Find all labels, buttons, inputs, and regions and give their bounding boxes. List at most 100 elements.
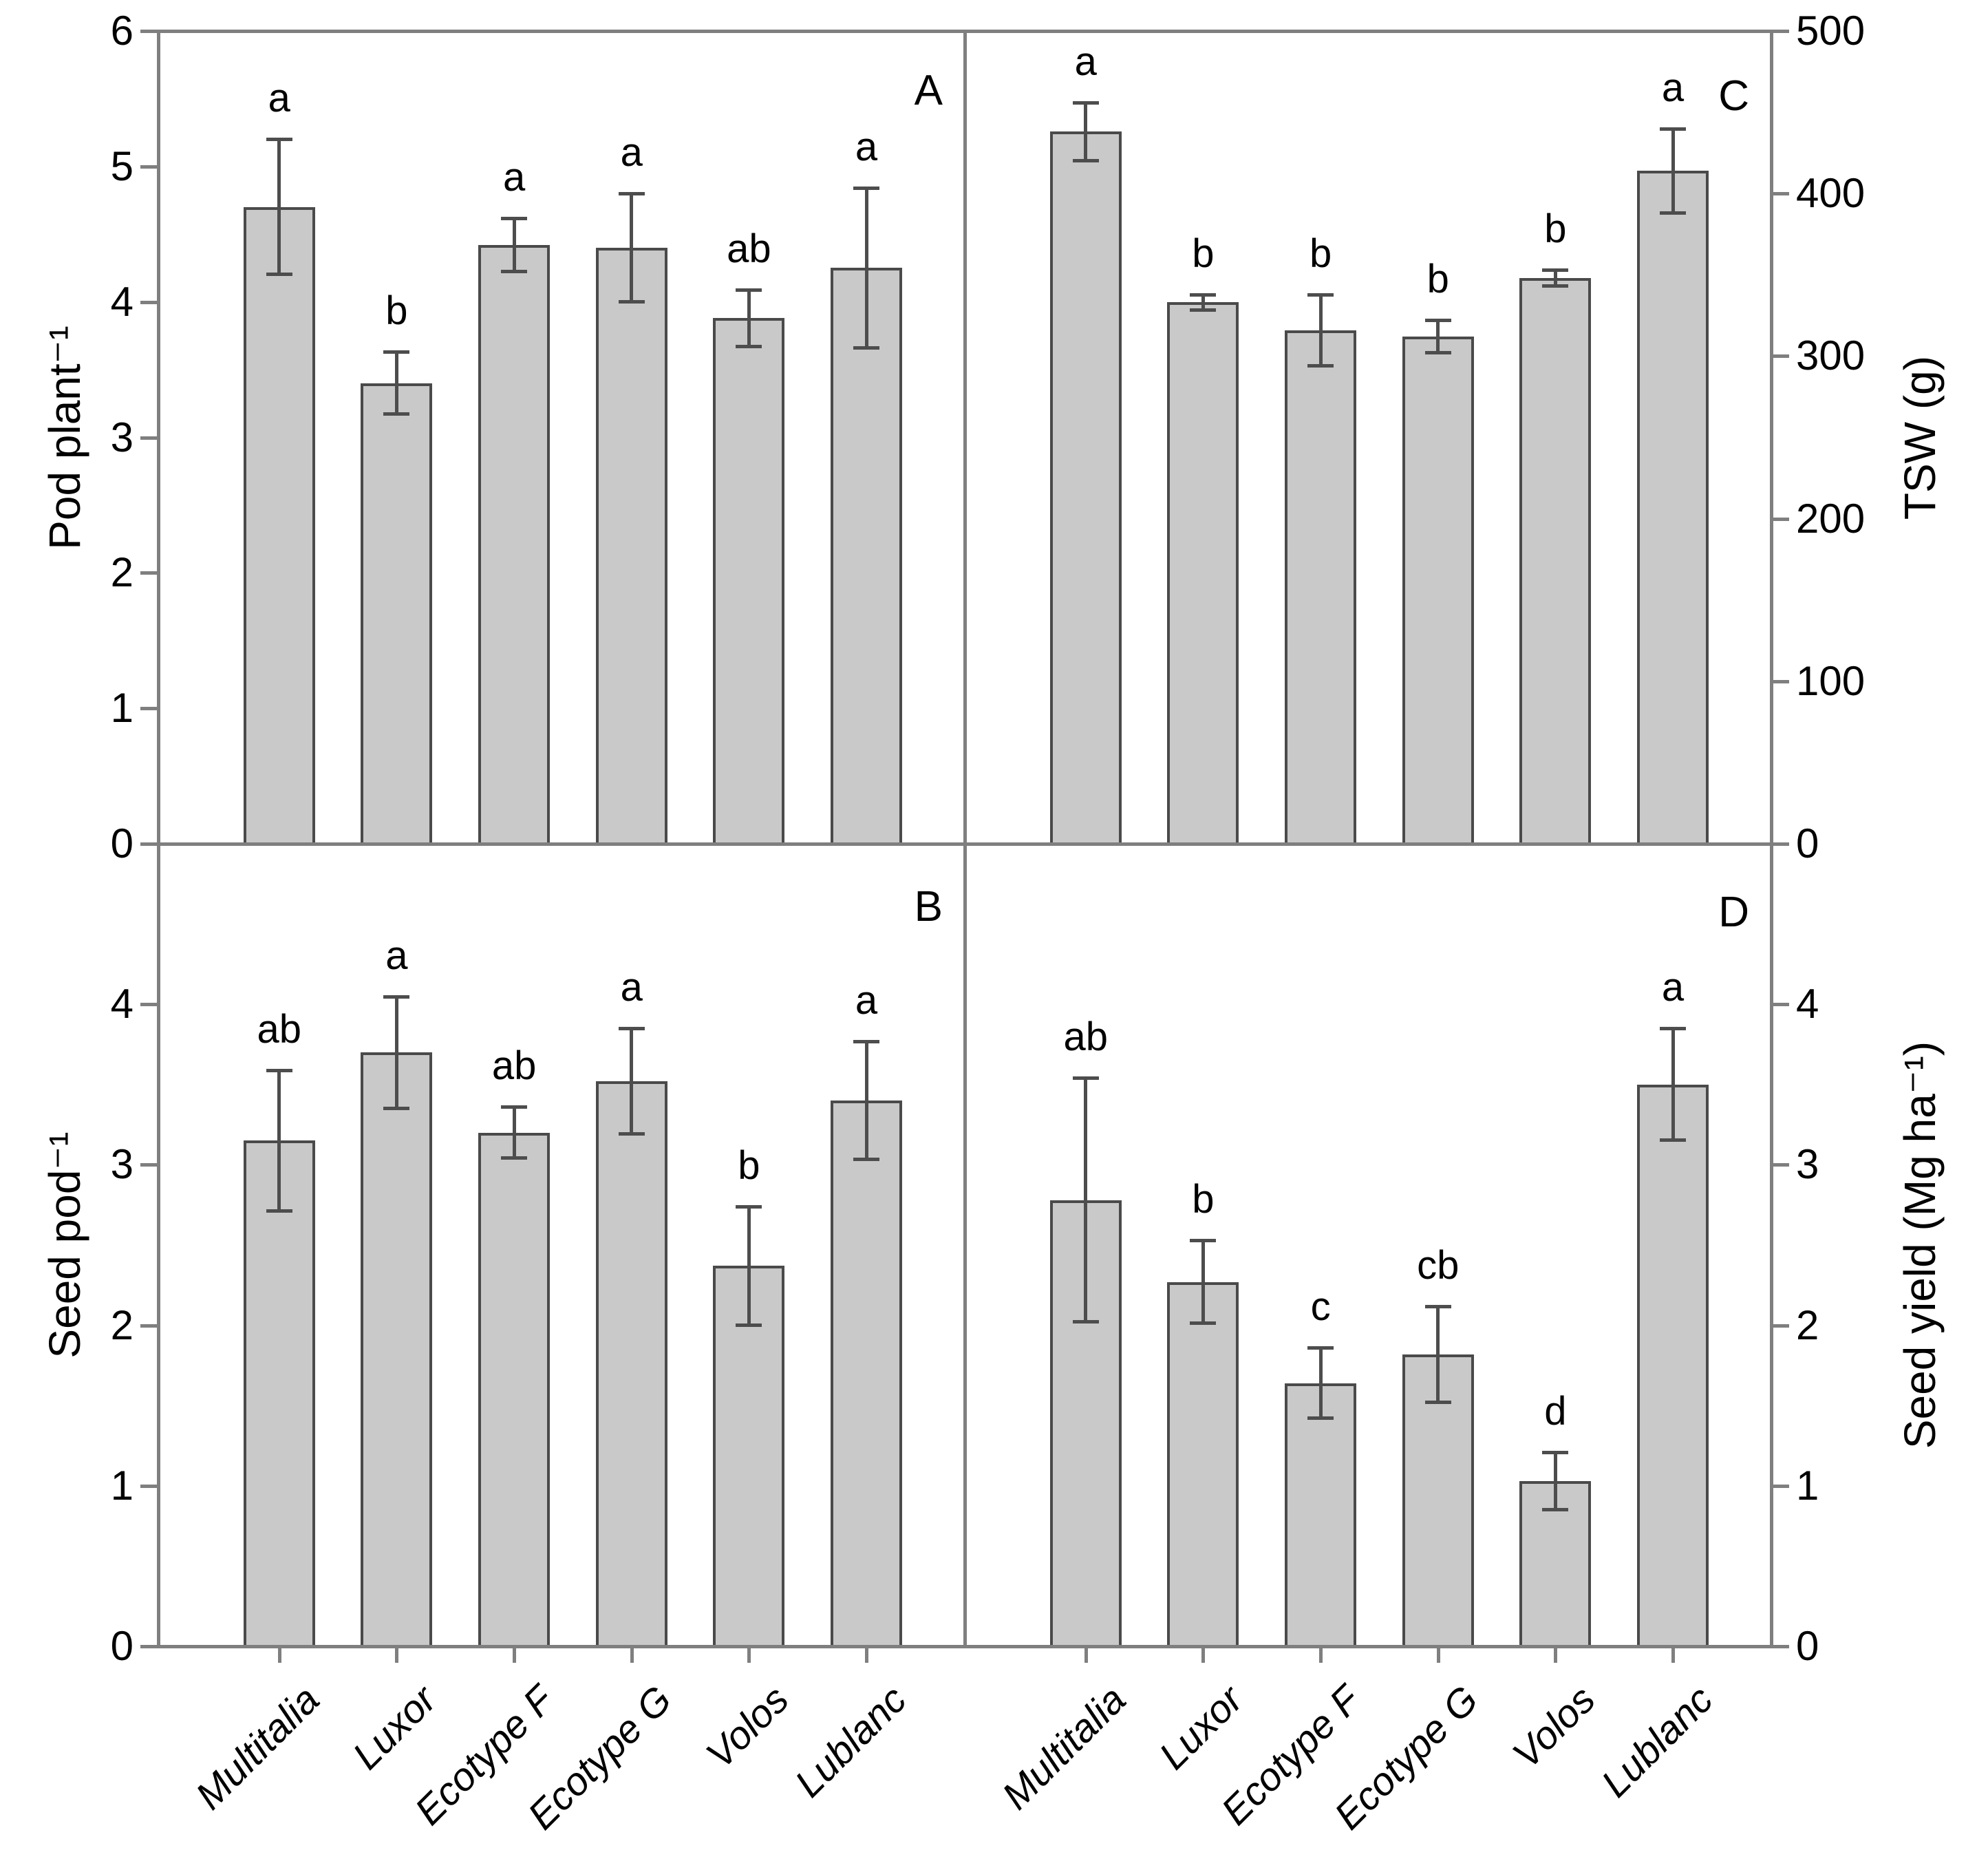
error-bar-cap	[1307, 1416, 1334, 1420]
error-bar-cap	[1072, 100, 1099, 105]
y-tick	[140, 1484, 158, 1488]
error-bar	[1084, 1078, 1088, 1322]
y-tick	[1771, 1645, 1789, 1648]
error-bar-cap	[1660, 1138, 1687, 1142]
panel-letter-a: A	[914, 67, 943, 114]
error-bar-cap	[1660, 1027, 1687, 1031]
y-tick	[140, 707, 158, 711]
x-tick	[513, 1646, 517, 1663]
error-bar	[1553, 270, 1557, 286]
significance-letter: a	[855, 125, 878, 170]
error-bar-cap	[1072, 1076, 1099, 1081]
x-tick	[277, 1646, 281, 1663]
error-bar-cap	[853, 1158, 880, 1162]
y-tick-label: 400	[1796, 170, 1866, 217]
y-tick	[140, 1163, 158, 1167]
significance-letter: c	[1310, 1284, 1331, 1330]
bar-B-4	[713, 1266, 785, 1648]
bar-A-2	[478, 244, 551, 846]
error-bar-cap	[266, 1209, 292, 1213]
y-tick-label: 100	[1796, 657, 1866, 704]
error-bar-cap	[618, 299, 645, 304]
bar-A-5	[831, 268, 903, 846]
bar-D-3	[1402, 1354, 1474, 1648]
error-bar-cap	[266, 138, 292, 142]
y-axis-title-seed-yield: Seed yield (Mg ha⁻¹)	[1895, 1041, 1945, 1449]
error-bar	[864, 188, 868, 348]
bar-D-1	[1167, 1282, 1239, 1648]
error-bar	[1671, 128, 1675, 213]
error-bar-cap	[1542, 1450, 1569, 1454]
x-tick	[1319, 1646, 1323, 1663]
bar-B-5	[831, 1101, 903, 1648]
error-bar-cap	[1542, 1507, 1569, 1511]
bar-C-5	[1637, 171, 1709, 846]
y-tick-label: 0	[1796, 820, 1819, 866]
significance-letter: a	[1074, 39, 1097, 84]
error-bar-cap	[266, 1068, 292, 1072]
y-tick	[1771, 679, 1789, 683]
error-bar	[512, 1107, 516, 1159]
error-bar	[277, 1070, 281, 1211]
bar-C-2	[1285, 330, 1357, 846]
error-bar-cap	[1190, 308, 1217, 312]
y-tick	[140, 842, 158, 846]
y-tick-label: 1	[110, 685, 133, 732]
significance-letter: b	[1192, 231, 1215, 276]
x-tick	[1436, 1646, 1440, 1663]
bar-C-0	[1049, 131, 1122, 846]
error-bar-cap	[1542, 268, 1569, 273]
error-bar	[630, 1028, 634, 1135]
y-tick-label: 3	[1796, 1141, 1819, 1188]
error-bar-cap	[1307, 293, 1334, 297]
y-tick	[1771, 1163, 1789, 1167]
bar-B-3	[595, 1081, 667, 1648]
panel-letter-d: D	[1718, 889, 1749, 936]
bar-A-3	[595, 247, 667, 846]
x-tick	[1554, 1646, 1558, 1663]
significance-letter: b	[385, 288, 408, 334]
error-bar-cap	[383, 1106, 410, 1110]
significance-letter: ab	[491, 1043, 537, 1089]
y-tick-label: 1	[110, 1462, 133, 1509]
y-axis-title-seed-pod: Seed pod⁻¹	[40, 1131, 89, 1359]
error-bar	[1553, 1452, 1557, 1510]
y-tick-label: 2	[1796, 1301, 1819, 1348]
error-bar	[394, 996, 398, 1109]
y-tick-label: 0	[110, 820, 133, 866]
y-tick	[1771, 192, 1789, 196]
x-tick	[630, 1646, 634, 1663]
error-bar-cap	[1307, 1346, 1334, 1350]
error-bar-cap	[1072, 1319, 1099, 1323]
error-bar-cap	[736, 288, 762, 292]
y-tick-label: 0	[1796, 1623, 1819, 1669]
y-tick-label: 6	[110, 8, 133, 54]
error-bar-cap	[853, 1039, 880, 1043]
significance-letter: a	[385, 933, 408, 978]
bar-C-3	[1402, 337, 1474, 846]
bar-C-4	[1519, 278, 1592, 846]
y-tick	[1771, 1323, 1789, 1328]
error-bar-cap	[1190, 1239, 1217, 1242]
x-tick	[865, 1646, 869, 1663]
x-tick	[1201, 1646, 1206, 1663]
error-bar-cap	[1424, 1400, 1451, 1404]
error-bar-cap	[618, 1027, 645, 1031]
error-bar	[1318, 294, 1323, 366]
error-bar-cap	[736, 1323, 762, 1327]
bar-B-1	[361, 1052, 433, 1648]
y-tick	[1771, 1003, 1789, 1007]
bar-A-4	[713, 318, 785, 846]
bar-A-1	[361, 383, 433, 846]
error-bar-cap	[618, 192, 645, 196]
error-bar	[1318, 1348, 1323, 1418]
y-tick-label: 2	[110, 549, 133, 596]
y-tick	[140, 1645, 158, 1648]
error-bar	[864, 1041, 868, 1160]
y-tick	[1771, 354, 1789, 359]
y-tick	[140, 1323, 158, 1328]
bar-D-2	[1285, 1383, 1357, 1648]
error-bar	[1436, 320, 1440, 353]
y-tick-label: 5	[110, 142, 133, 189]
